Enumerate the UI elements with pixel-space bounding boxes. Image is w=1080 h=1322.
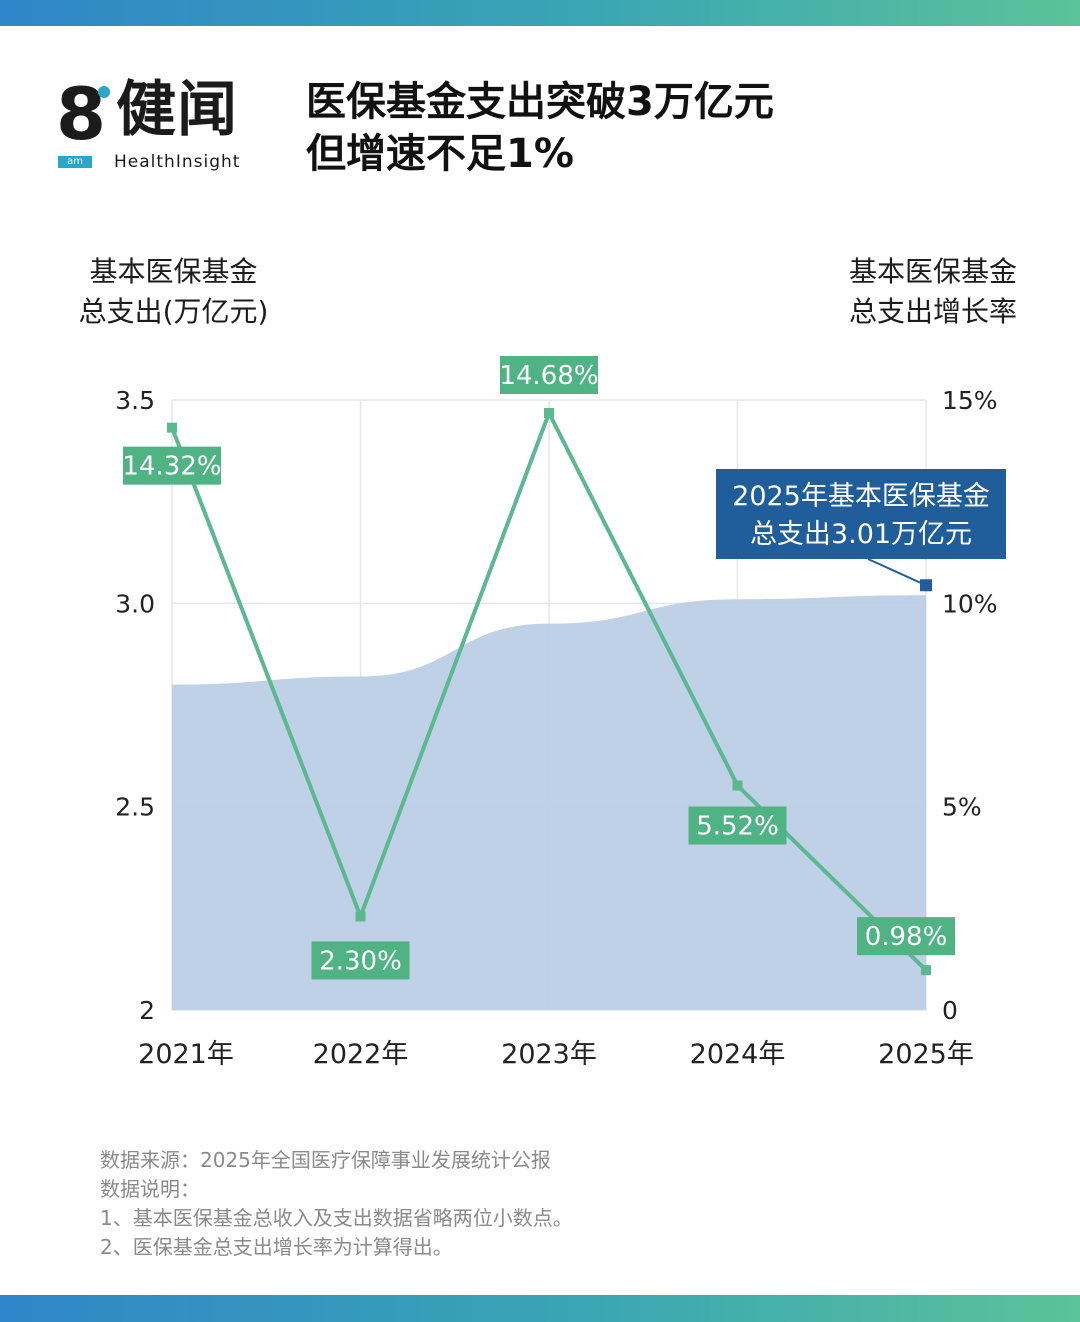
x-tick-label: 2025年 xyxy=(878,1039,974,1070)
note-title: 数据说明： xyxy=(100,1177,200,1201)
chart-footer: 数据来源：2025年全国医疗保障事业发展统计公报 数据说明： 1、基本医保基金总… xyxy=(100,1146,573,1262)
note-2: 2、医保基金总支出增长率为计算得出。 xyxy=(100,1235,453,1259)
growth-point xyxy=(732,780,743,791)
data-label: 0.98% xyxy=(865,922,948,952)
logo-subtitle: HealthInsight xyxy=(114,152,241,172)
growth-point xyxy=(544,408,554,419)
logo-badge: am xyxy=(58,156,92,168)
note-1: 1、基本医保基金总收入及支出数据省略两位小数点。 xyxy=(100,1206,573,1230)
callout-leader xyxy=(867,558,927,587)
x-tick-label: 2022年 xyxy=(313,1039,409,1070)
right-tick-label: 0 xyxy=(942,996,958,1025)
left-tick-label: 2.5 xyxy=(115,793,155,822)
growth-point xyxy=(167,422,177,433)
left-tick-label: 3.5 xyxy=(115,386,155,415)
title-line-1: 医保基金支出突破3万亿元 xyxy=(306,79,774,125)
expenditure-area xyxy=(172,595,926,1010)
bottom-color-band xyxy=(0,1295,1080,1322)
right-axis-title-line-1: 基本医保基金 xyxy=(848,255,1017,288)
top-color-band xyxy=(0,0,1080,26)
data-label: 14.68% xyxy=(499,361,598,391)
right-axis-title: 基本医保基金 总支出增长率 xyxy=(822,252,1017,332)
right-tick-label: 5% xyxy=(942,793,982,822)
logo-digit: 8 xyxy=(56,72,107,156)
left-tick-label: 3.0 xyxy=(115,589,155,618)
growth-point xyxy=(921,965,931,976)
data-label: 2.30% xyxy=(319,946,402,976)
left-axis-title-line-1: 基本医保基金 xyxy=(89,255,258,288)
x-tick-label: 2024年 xyxy=(690,1039,786,1070)
x-tick-label: 2023年 xyxy=(501,1039,597,1070)
right-tick-label: 10% xyxy=(942,589,998,618)
left-axis-title: 基本医保基金 总支出(万亿元) xyxy=(66,252,281,332)
callout-box xyxy=(716,469,1006,559)
logo-dot-icon xyxy=(98,86,110,98)
growth-point xyxy=(355,911,366,922)
left-tick-label: 2 xyxy=(139,996,155,1025)
title-line-2: 但增速不足1% xyxy=(306,131,574,177)
data-label-box xyxy=(688,806,787,845)
callout-line-1: 2025年基本医保基金 xyxy=(732,481,990,512)
logo-name: 健闻 xyxy=(116,75,238,145)
data-label-box xyxy=(123,446,221,485)
data-label: 14.32% xyxy=(122,452,221,482)
right-tick-label: 15% xyxy=(942,386,998,415)
page-title: 医保基金支出突破3万亿元 但增速不足1% xyxy=(306,76,774,180)
data-label-box xyxy=(857,917,955,956)
expenditure-growth-chart: 2 2.5 3.0 3.5 0 5% 10% 15% 2021年 2022年 2023年 2024年 2… xyxy=(115,356,1006,1070)
brand-logo: 8 am 健闻 HealthInsight xyxy=(56,78,256,174)
x-tick-label: 2021年 xyxy=(138,1039,234,1070)
callout-line-2: 总支出3.01万亿元 xyxy=(750,519,972,550)
right-axis-title-line-2: 总支出增长率 xyxy=(848,295,1017,328)
data-label: 5.52% xyxy=(696,812,779,842)
data-label-box xyxy=(311,941,410,980)
left-axis-title-line-2: 总支出(万亿元) xyxy=(78,295,269,328)
data-source: 数据来源：2025年全国医疗保障事业发展统计公报 xyxy=(100,1148,551,1172)
callout-point xyxy=(920,579,932,592)
data-label-box xyxy=(500,356,598,395)
